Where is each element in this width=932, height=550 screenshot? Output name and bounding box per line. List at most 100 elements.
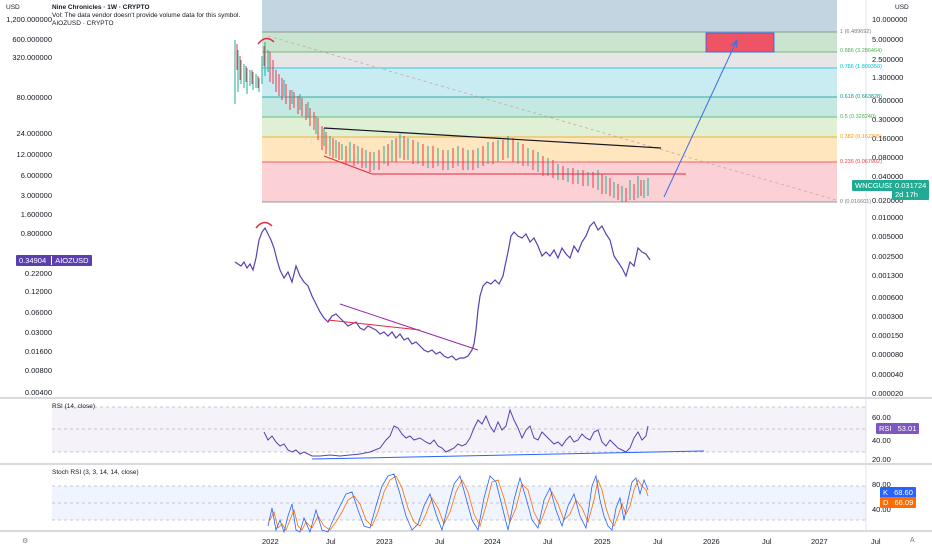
- fib-band-05-0618: [262, 97, 837, 117]
- right-axis-tick: 0.000600: [872, 293, 904, 302]
- left-axis-tick: 600.000000: [12, 35, 52, 44]
- time-axis-tick: Jul: [326, 537, 336, 546]
- compare-price-pill[interactable]: 0.34904 AIOZUSD: [16, 255, 92, 266]
- fib-band-0886-1: [262, 32, 837, 52]
- left-axis-tick: 0.800000: [20, 229, 52, 238]
- volume-notice: Vol: The data vendor doesn't provide vol…: [52, 12, 241, 19]
- arrowhead-icon: [730, 39, 738, 49]
- right-axis-tick: 1.300000: [872, 73, 904, 82]
- left-axis-tick: 0.00800: [24, 366, 52, 375]
- peak-arc-top[interactable]: [257, 37, 275, 45]
- stoch-legend[interactable]: Stoch RSI (3, 3, 14, 14, close): [52, 469, 139, 476]
- main-price-pill[interactable]: WNCGUSD: [852, 180, 898, 191]
- fib-label: 0 (0.016601): [840, 199, 872, 205]
- left-axis-tick: 0.01600: [24, 347, 52, 356]
- wncg-candles: [234, 40, 649, 202]
- left-currency-label: USD: [6, 4, 20, 11]
- time-axis-tick: Jul: [435, 537, 445, 546]
- fib-label: 0.786 (1.809350): [840, 64, 882, 70]
- fib-band-0382-05: [262, 117, 837, 137]
- fib-band-0618-0786: [262, 68, 837, 97]
- rsi-line: [263, 408, 649, 457]
- right-axis-tick: 0.010000: [872, 213, 904, 222]
- right-axis-tick: 0.002500: [872, 252, 904, 261]
- left-axis-tick: 0.03000: [24, 328, 52, 337]
- time-axis-tick: 2022: [262, 537, 279, 546]
- stoch-axis-tick: 80.00: [872, 480, 891, 489]
- right-axis-tick: 0.005000: [872, 232, 904, 241]
- stoch-k-pill[interactable]: K 68.60: [880, 487, 916, 498]
- compare-price: 0.34904: [19, 256, 47, 265]
- descending-resistance[interactable]: [323, 127, 662, 149]
- main-symbol-tag: WNCGUSD: [855, 181, 895, 190]
- long-dashed-trendline[interactable]: [267, 35, 837, 201]
- left-axis-tick: 6.000000: [20, 171, 52, 180]
- right-axis-tick: 10.000000: [872, 15, 908, 24]
- fib-label: 1 (6.489692): [840, 29, 872, 35]
- time-axis-tick: 2025: [594, 537, 611, 546]
- rsi-legend[interactable]: RSI (14, close): [52, 403, 95, 410]
- rsi-axis-tick: 40.00: [872, 436, 891, 445]
- rsi-value-pill[interactable]: RSI 53.01: [876, 423, 920, 434]
- fib-label: 0.886 (3.286464): [840, 48, 882, 54]
- time-axis-tick: 2024: [484, 537, 501, 546]
- right-axis-tick: 0.000300: [872, 312, 904, 321]
- compare-symbol-label[interactable]: AIOZUSD · CRYPTO: [52, 20, 114, 27]
- time-axis-tick: Jul: [871, 537, 881, 546]
- target-zone-box[interactable]: [705, 32, 775, 53]
- left-axis-tick: 0.06000: [24, 308, 52, 317]
- time-axis-tick: 2027: [811, 537, 828, 546]
- left-axis-tick: 24.000000: [16, 129, 52, 138]
- right-axis-tick: 0.160000: [872, 134, 904, 143]
- stoch-d-line: [269, 475, 649, 531]
- stoch-d-value: 66.09: [894, 498, 914, 507]
- fib-band-0236-0382: [262, 137, 837, 162]
- left-axis-tick: 320.000000: [12, 53, 52, 62]
- fib-label: 0.382 (0.162305): [840, 134, 882, 140]
- right-axis-tick: 5.000000: [872, 35, 904, 44]
- settings-icon[interactable]: ⚙: [22, 538, 29, 545]
- aioz-falling-wedge-top[interactable]: [339, 303, 479, 351]
- time-axis-tick: Jul: [653, 537, 663, 546]
- compare-tag: AIOZUSD: [51, 256, 89, 265]
- fib-label: 0.618 (0.663828): [840, 94, 882, 100]
- symbol-title[interactable]: Nine Chronicles · 1W · CRYPTO: [52, 4, 150, 11]
- rsi-value: 53.01: [897, 424, 917, 433]
- fib-retracement[interactable]: [262, 0, 837, 203]
- right-axis-tick: 0.600000: [872, 96, 904, 105]
- right-axis-tick: 0.080000: [872, 153, 904, 162]
- rsi-tag: RSI: [879, 424, 892, 433]
- left-axis-tick: 0.00400: [24, 388, 52, 397]
- stoch-d-tag: D: [883, 498, 889, 507]
- fib-band-0786-0886: [262, 52, 837, 68]
- rsi-band: [52, 407, 866, 452]
- right-axis-tick: 0.020000: [872, 196, 904, 205]
- aioz-falling-wedge-bottom[interactable]: [327, 319, 421, 331]
- left-axis-tick: 80.000000: [16, 93, 52, 102]
- right-axis-tick: 0.040000: [872, 172, 904, 181]
- right-axis-tick: 0.000020: [872, 389, 904, 398]
- fib-label: 0.236 (0.067902): [840, 159, 882, 165]
- left-axis-tick: 12.000000: [16, 150, 52, 159]
- right-axis-tick: 0.001300: [872, 271, 904, 280]
- time-axis-tick: 2026: [703, 537, 720, 546]
- fib-label: 0.5 (0.328240): [840, 114, 876, 120]
- right-axis-tick: 0.000080: [872, 350, 904, 359]
- left-axis-tick: 3.000000: [20, 191, 52, 200]
- stoch-k-tag: K: [883, 488, 889, 497]
- stoch-d-pill[interactable]: D 66.09: [880, 497, 917, 508]
- rsi-support-line[interactable]: [311, 450, 705, 460]
- auto-scale-icon[interactable]: A: [910, 537, 915, 544]
- rsi-axis-tick: 20.00: [872, 455, 891, 464]
- projection-arrow[interactable]: [663, 39, 738, 198]
- support-wedge-line[interactable]: [323, 155, 373, 175]
- chart-header: Nine Chronicles · 1W · CRYPTO Vol: The d…: [52, 4, 240, 28]
- bar-countdown: 2d 17h: [895, 190, 918, 199]
- left-axis-tick: 0.12000: [24, 287, 52, 296]
- peak-arc-aioz[interactable]: [255, 221, 273, 229]
- right-axis-tick: 0.000150: [872, 331, 904, 340]
- main-price-box[interactable]: 0.031724 2d 17h: [892, 180, 930, 200]
- fib-band-top: [262, 0, 837, 32]
- stoch-k-value: 68.60: [894, 488, 913, 497]
